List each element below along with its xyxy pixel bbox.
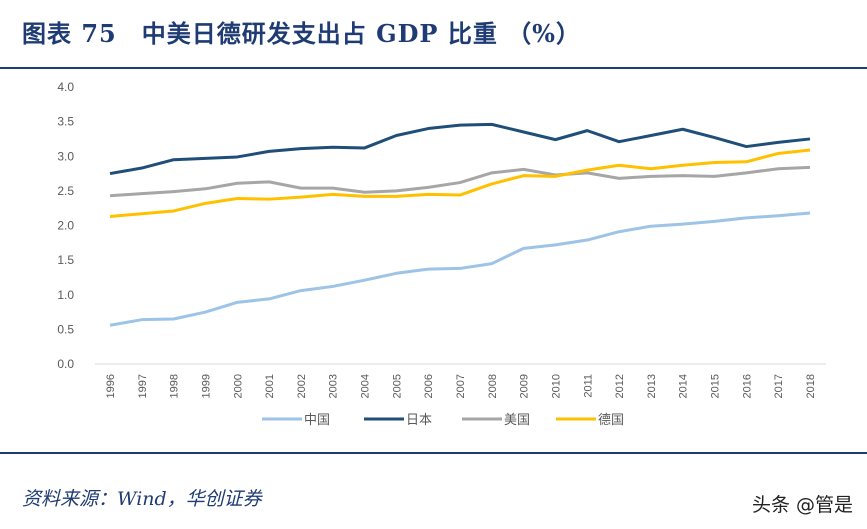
x-tick-label: 2003 xyxy=(328,374,340,398)
y-tick-label: 2.5 xyxy=(57,184,74,198)
page-title: 图表 75 中美日德研发支出占 GDP 比重 （%） xyxy=(22,19,581,48)
line-chart: 0.0 0.5 1.0 1.5 2.0 2.5 3.0 3.5 4.0 1996 1997 1998 1… xyxy=(57,80,826,427)
x-tick-label: 2017 xyxy=(773,374,785,398)
y-tick-label: 2.0 xyxy=(57,219,74,233)
x-tick-label: 1997 xyxy=(137,374,149,398)
x-tick-label: 2006 xyxy=(423,374,435,398)
footer-divider xyxy=(0,452,867,454)
legend-label: 日本 xyxy=(406,412,432,427)
legend-label: 美国 xyxy=(504,412,530,427)
x-tick-label: 2002 xyxy=(296,374,308,398)
y-tick-label: 0.5 xyxy=(57,322,74,336)
series-line xyxy=(109,165,811,198)
x-tick-label: 1998 xyxy=(169,374,181,398)
series-line xyxy=(109,122,811,176)
x-tick-label: 2012 xyxy=(614,374,626,398)
y-tick-label: 3.0 xyxy=(57,149,74,163)
legend-label: 德国 xyxy=(598,412,624,427)
y-tick-label: 0.0 xyxy=(57,357,74,371)
x-tick-label: 2007 xyxy=(455,374,467,398)
y-tick-label: 1.5 xyxy=(57,253,74,267)
x-tick-label: 1999 xyxy=(200,374,212,398)
x-tick-label: 2018 xyxy=(805,374,817,398)
legend-label: 中国 xyxy=(304,412,330,427)
watermark: 头条 @管是 xyxy=(751,494,853,516)
x-tick-label: 2014 xyxy=(678,374,690,398)
x-tick-label: 2001 xyxy=(264,374,276,398)
x-tick-label: 2009 xyxy=(519,374,531,398)
y-tick-label: 4.0 xyxy=(57,80,74,94)
series-line xyxy=(109,148,811,218)
title-divider xyxy=(0,67,867,69)
x-tick-label: 2013 xyxy=(646,374,658,398)
x-tick-label: 2005 xyxy=(391,374,403,398)
x-tick-label: 2016 xyxy=(741,374,753,398)
x-tick-label: 1996 xyxy=(105,374,117,398)
x-tick-label: 2015 xyxy=(710,374,722,398)
source-note: 资料来源：Wind，华创证券 xyxy=(22,488,262,510)
x-tick-label: 2000 xyxy=(232,374,244,398)
x-tick-label: 2004 xyxy=(360,374,372,398)
x-tick-label: 2011 xyxy=(582,374,594,398)
x-tick-label: 2010 xyxy=(550,374,562,398)
series-line xyxy=(109,211,811,327)
x-tick-label: 2008 xyxy=(487,374,499,398)
y-tick-label: 1.0 xyxy=(57,288,74,302)
y-tick-label: 3.5 xyxy=(57,115,74,129)
